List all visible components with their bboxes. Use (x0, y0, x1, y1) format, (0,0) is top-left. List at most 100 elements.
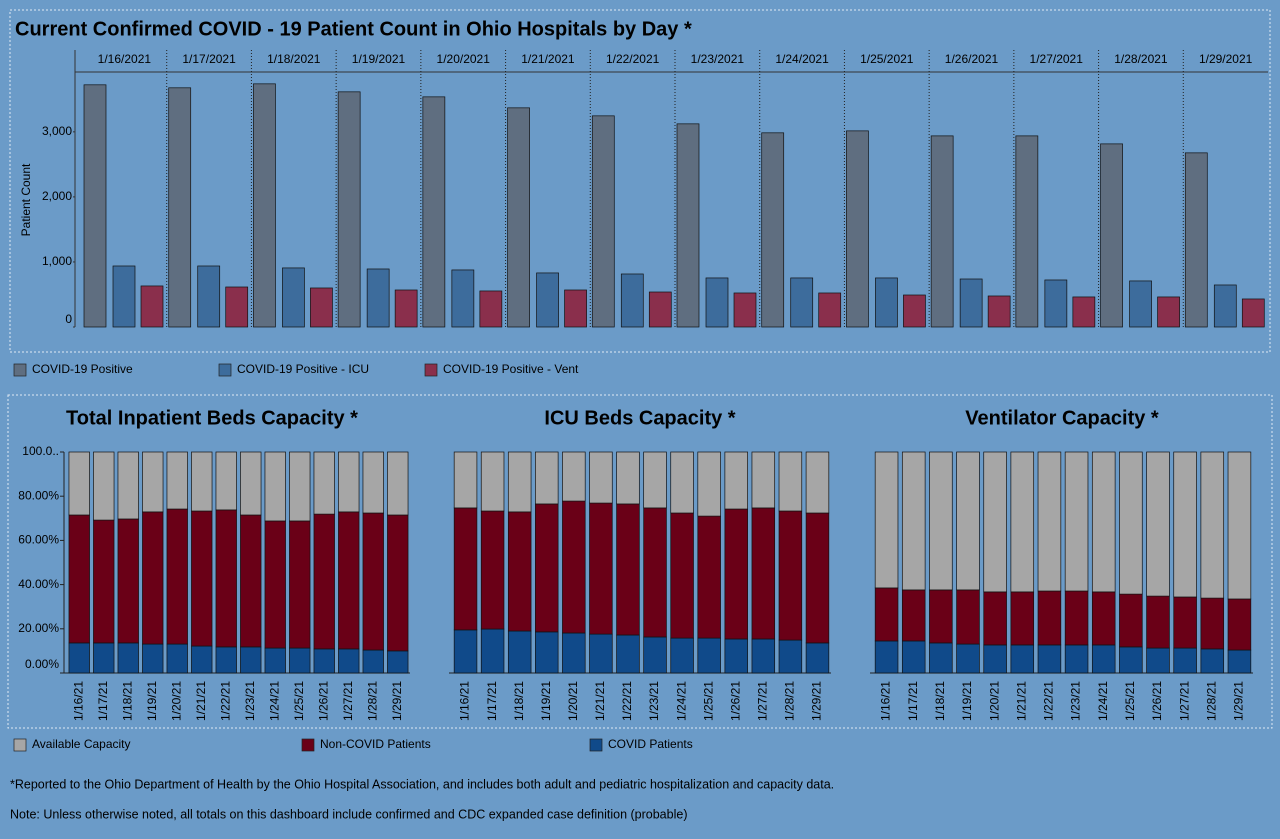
bar-segment (643, 451, 667, 509)
bar-segment (507, 630, 532, 674)
bar-segment (338, 648, 360, 674)
bar-segment (313, 648, 335, 674)
bar (1184, 152, 1208, 328)
bar-segment (751, 451, 776, 509)
x-tick-label: 1/19/2021 (352, 52, 406, 66)
bar-segment (697, 451, 721, 517)
bar-segment (166, 508, 188, 645)
bar-segment (929, 451, 953, 591)
bar-segment (929, 642, 953, 674)
x-tick-label: 1/21/2021 (521, 52, 575, 66)
x-tick-label: 1/24/21 (1096, 681, 1110, 721)
x-tick-label: 1/17/21 (485, 681, 499, 721)
bar-segment (289, 647, 311, 674)
chart-title: Total Inpatient Beds Capacity * (66, 407, 358, 429)
bar (337, 91, 361, 328)
bar (620, 273, 644, 328)
bar (846, 130, 869, 328)
chart-title: Current Confirmed COVID - 19 Patient Cou… (15, 18, 692, 40)
bar (733, 292, 757, 328)
bar-segment (874, 640, 899, 674)
x-tick-label: 1/19/21 (539, 681, 553, 721)
bar-segment (93, 519, 115, 644)
bar-segment (1064, 590, 1089, 646)
x-tick-label: 1/22/2021 (606, 52, 660, 66)
bar-segment (983, 644, 1007, 674)
bar-segment (289, 451, 311, 522)
x-tick-label: 1/20/21 (987, 681, 1001, 721)
bar-segment (1173, 647, 1197, 674)
x-tick-label: 1/19/21 (960, 681, 974, 721)
bar-segment (1173, 451, 1197, 598)
bar-segment (1119, 593, 1143, 648)
bar-segment (453, 451, 478, 509)
x-tick-label: 1/27/2021 (1030, 52, 1084, 66)
bar-segment (929, 589, 953, 644)
bar-segment (1091, 451, 1116, 593)
bar-segment (1227, 649, 1252, 674)
x-tick-label: 1/20/21 (169, 681, 183, 721)
y-tick-label: 3,000 (42, 124, 72, 138)
y-tick-label: 80.00% (18, 488, 59, 502)
y-axis-label: Patient Count (19, 163, 33, 236)
bar-segment (387, 514, 409, 652)
bar (83, 84, 107, 328)
bar-segment (264, 520, 286, 649)
bar (1241, 298, 1265, 328)
y-tick-label: 1,000 (42, 254, 72, 268)
footnote: *Reported to the Ohio Department of Heal… (10, 777, 834, 791)
x-tick-label: 1/27/21 (341, 681, 355, 721)
bar (282, 267, 305, 328)
bar-segment (1037, 451, 1062, 592)
bar-segment (589, 502, 613, 635)
bar-segment (535, 631, 559, 674)
bar-segment (616, 634, 640, 674)
bar-segment (264, 451, 286, 522)
bar-segment (117, 642, 139, 674)
x-tick-label: 1/26/21 (728, 681, 742, 721)
bar (818, 292, 842, 328)
x-tick-label: 1/21/21 (593, 681, 607, 721)
bar-segment (215, 646, 237, 674)
bar-segment (1037, 644, 1062, 674)
bar-segment (643, 507, 667, 638)
panel-border (7, 394, 1273, 729)
x-tick-label: 1/28/21 (783, 681, 797, 721)
bar (197, 265, 221, 328)
x-tick-label: 1/18/2021 (267, 52, 321, 66)
bar-segment (215, 509, 237, 648)
bar-segment (778, 639, 803, 674)
bar-segment (387, 451, 409, 516)
bar (253, 83, 276, 328)
bar-segment (901, 589, 926, 642)
x-tick-label: 1/26/21 (1150, 681, 1164, 721)
bar (1129, 280, 1152, 328)
x-tick-label: 1/17/21 (96, 681, 110, 721)
bar (1015, 135, 1039, 328)
x-tick-label: 1/23/2021 (691, 52, 745, 66)
bar-segment (362, 649, 384, 674)
bar-segment (68, 642, 90, 674)
bar (225, 286, 249, 328)
x-tick-label: 1/25/21 (292, 681, 306, 721)
bar-segment (191, 451, 213, 512)
bar-segment (191, 510, 213, 647)
x-tick-label: 1/27/21 (1177, 681, 1191, 721)
bar-segment (724, 638, 748, 674)
bar-segment (589, 451, 613, 504)
bar-segment (670, 512, 694, 639)
bar-segment (616, 503, 640, 636)
bar-segment (983, 591, 1007, 646)
legend-swatch (589, 738, 603, 752)
legend-swatch (13, 738, 27, 752)
bar-segment (724, 508, 748, 640)
bar-segment (387, 650, 409, 674)
bar-segment (1091, 591, 1116, 646)
bar-segment (142, 643, 164, 674)
bar-segment (751, 507, 776, 640)
bar-segment (697, 637, 721, 674)
x-tick-label: 1/28/21 (1204, 681, 1218, 721)
bar-segment (874, 587, 899, 642)
x-tick-label: 1/18/21 (933, 681, 947, 721)
